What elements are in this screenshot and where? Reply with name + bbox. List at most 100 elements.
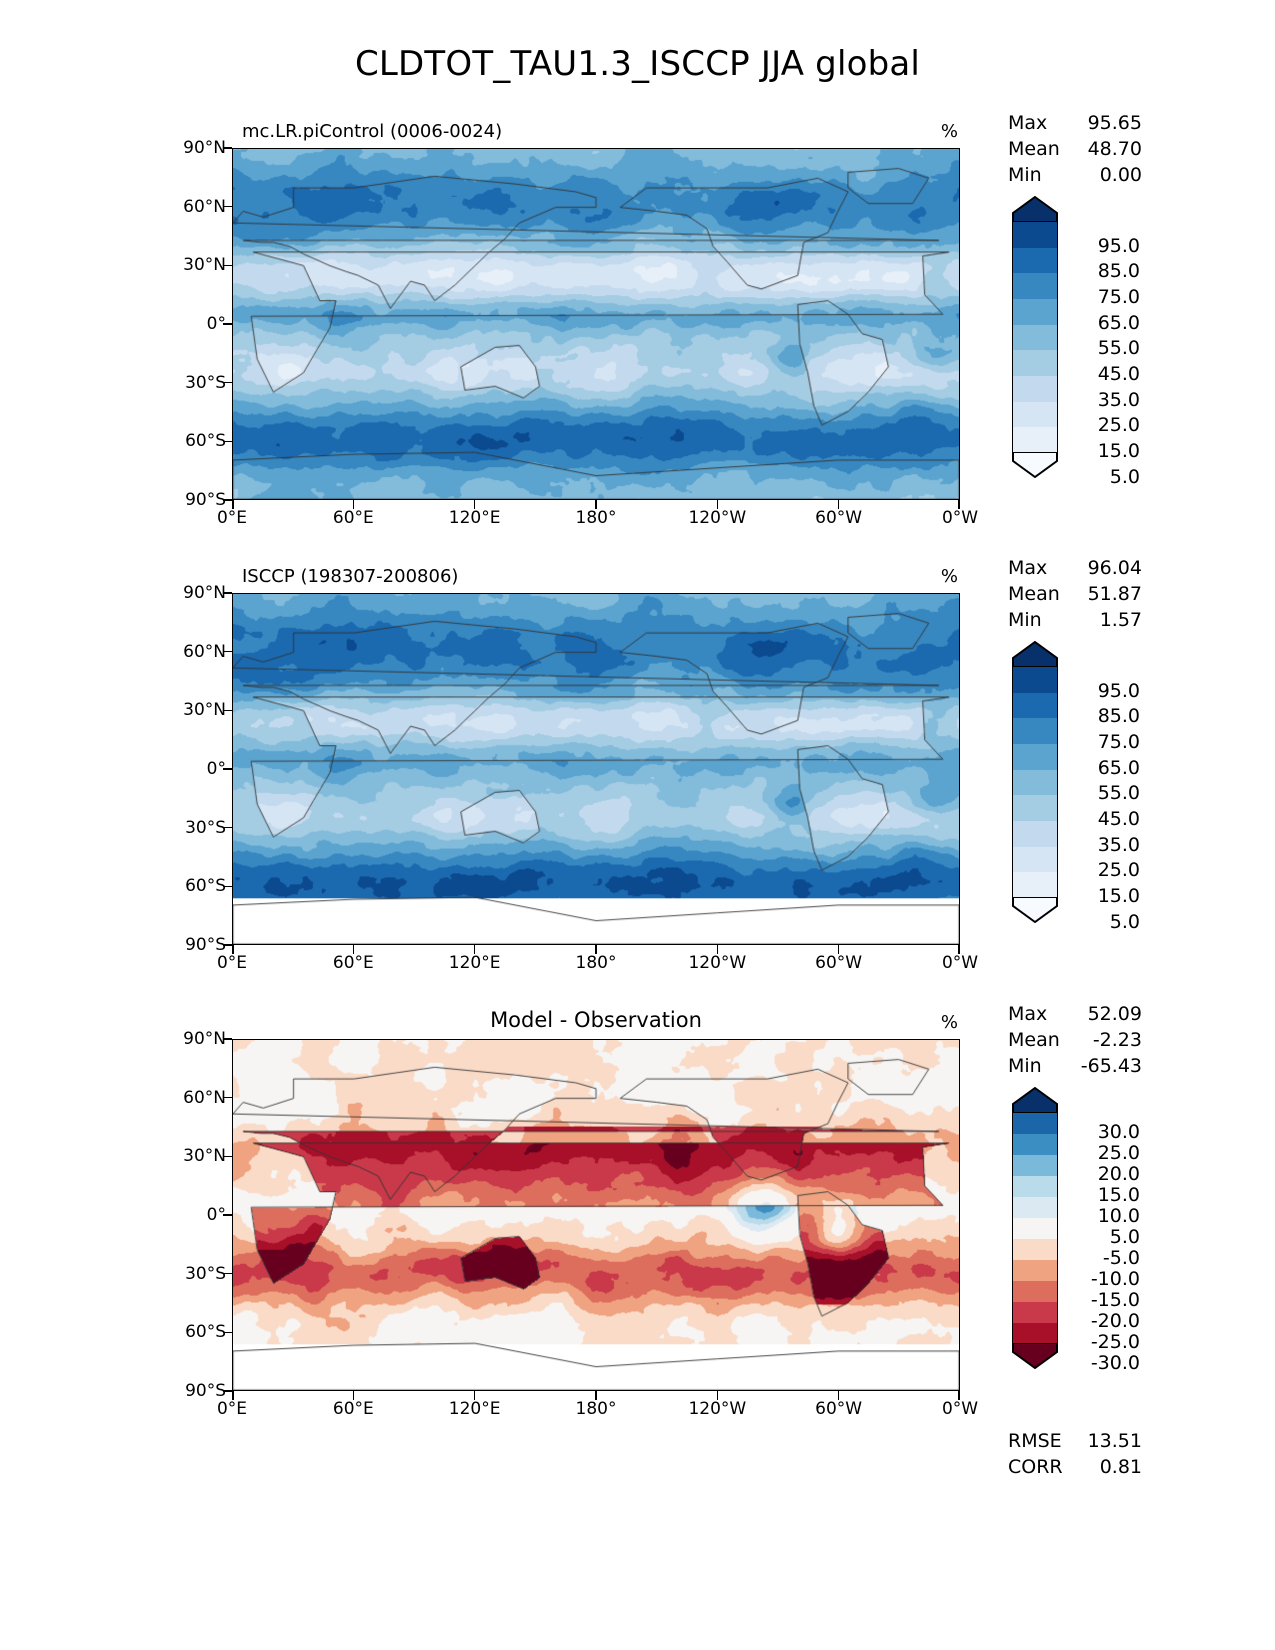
stat-row: Mean 48.70 bbox=[1008, 136, 1142, 162]
x-tick-mark bbox=[352, 1391, 355, 1400]
y-tick-mark bbox=[223, 885, 232, 888]
colorbar-segment bbox=[1012, 743, 1058, 770]
x-tick-label: 120°E bbox=[448, 508, 501, 528]
x-tick-mark bbox=[352, 945, 355, 954]
y-tick-mark bbox=[223, 1272, 232, 1275]
x-tick-mark bbox=[958, 945, 960, 954]
panel-difference-label: Model - Observation bbox=[490, 1008, 702, 1032]
y-tick-mark bbox=[223, 264, 232, 267]
colorbar-segment bbox=[1012, 1218, 1058, 1239]
y-tick-label: 90°N bbox=[183, 138, 226, 158]
x-tick-mark bbox=[837, 500, 840, 509]
y-tick-label: 60°N bbox=[183, 1087, 226, 1108]
colorbar-segment bbox=[1012, 1239, 1058, 1260]
skill-scores-difference: RMSE 13.51 CORR 0.81 bbox=[1008, 1428, 1142, 1480]
x-tick-label: 180° bbox=[575, 508, 617, 528]
stat-row: Max 52.09 bbox=[1008, 1001, 1142, 1027]
colorbar-segment bbox=[1012, 350, 1058, 376]
colorbar-segment bbox=[1012, 298, 1058, 325]
colorbar-tick-label: 15.0 bbox=[1097, 1184, 1140, 1206]
y-tick-mark bbox=[223, 826, 232, 829]
stat-value: 51.87 bbox=[1087, 583, 1142, 605]
colorbar-tick-label: 45.0 bbox=[1097, 363, 1140, 385]
colorbar-tick-label: 25.0 bbox=[1097, 859, 1140, 882]
colorbar-segment bbox=[1012, 427, 1058, 453]
stat-key: Mean bbox=[1008, 138, 1060, 160]
panel-difference-units: % bbox=[940, 1012, 958, 1033]
colorbar-tick-label: -15.0 bbox=[1090, 1289, 1140, 1311]
x-tick-label: 0°W bbox=[941, 953, 979, 973]
x-tick-mark bbox=[716, 945, 719, 954]
y-tick-mark bbox=[223, 1155, 232, 1158]
colorbar-tick-label: 55.0 bbox=[1097, 337, 1140, 360]
x-tick-mark bbox=[473, 500, 476, 509]
colorbar-segment bbox=[1012, 1302, 1058, 1323]
score-row: CORR 0.81 bbox=[1008, 1454, 1142, 1480]
x-tick-label: 0°W bbox=[941, 508, 979, 528]
x-tick-mark bbox=[837, 945, 840, 954]
x-tick-mark bbox=[352, 500, 355, 509]
y-tick-label: 90°S bbox=[185, 490, 226, 510]
stat-value: 48.70 bbox=[1087, 138, 1142, 160]
y-tick-mark bbox=[223, 1038, 232, 1040]
score-key: CORR bbox=[1008, 1456, 1063, 1478]
x-tick-label: 0°E bbox=[216, 953, 248, 973]
y-tick-label: 60°S bbox=[185, 876, 226, 897]
y-tick-mark bbox=[223, 650, 232, 653]
colorbar-segment bbox=[1012, 247, 1058, 274]
colorbar-tick-label: -20.0 bbox=[1090, 1310, 1140, 1332]
y-tick-label: 90°N bbox=[183, 1029, 226, 1049]
colorbar-tick-label: 15.0 bbox=[1097, 885, 1140, 907]
stat-key: Mean bbox=[1008, 1029, 1060, 1051]
x-tick-label: 120°W bbox=[688, 953, 747, 973]
stats-observation: Max 96.04 Mean 51.87 Min 1.57 bbox=[1008, 555, 1142, 633]
y-tick-label: 30°N bbox=[183, 255, 226, 276]
score-value: 0.81 bbox=[1099, 1456, 1142, 1478]
stats-difference: Max 52.09 Mean -2.23 Min -65.43 bbox=[1008, 1001, 1142, 1079]
stat-value: -2.23 bbox=[1092, 1029, 1142, 1051]
colorbar-segment bbox=[1012, 692, 1058, 719]
colorbar-segment bbox=[1012, 222, 1058, 248]
y-tick-label: 90°N bbox=[183, 583, 226, 603]
colorbar-tick-label: 75.0 bbox=[1097, 731, 1140, 753]
y-tick-mark bbox=[223, 205, 232, 208]
y-tick-mark bbox=[223, 944, 232, 946]
map-plot-observation bbox=[232, 593, 960, 945]
colorbar-extend-min bbox=[1012, 1342, 1058, 1370]
colorbar-gradient bbox=[1012, 1113, 1058, 1344]
colorbar-extend-max bbox=[1012, 640, 1058, 668]
y-tick-mark bbox=[223, 768, 232, 770]
colorbar-tick-label: 55.0 bbox=[1097, 782, 1140, 805]
y-tick-mark bbox=[223, 592, 232, 594]
x-tick-mark bbox=[232, 500, 234, 509]
map-plot-model bbox=[232, 148, 960, 500]
stat-value: 0.00 bbox=[1099, 164, 1142, 186]
x-tick-label: 60°W bbox=[815, 508, 863, 528]
y-tick-label: 30°S bbox=[185, 372, 226, 393]
stat-row: Max 95.65 bbox=[1008, 110, 1142, 136]
colorbar-tick-label: 95.0 bbox=[1097, 679, 1140, 702]
stat-key: Max bbox=[1008, 557, 1048, 579]
stat-row: Mean -2.23 bbox=[1008, 1027, 1142, 1053]
colorbar-tick-label: 25.0 bbox=[1097, 414, 1140, 437]
panel-observation-units: % bbox=[940, 566, 958, 587]
panel-model-units: % bbox=[940, 121, 958, 142]
x-tick-label: 120°W bbox=[688, 1399, 747, 1419]
y-tick-mark bbox=[223, 440, 232, 443]
colorbar-segment bbox=[1012, 1113, 1058, 1134]
colorbar-tick-label: 35.0 bbox=[1097, 833, 1140, 856]
colorbar-segment bbox=[1012, 401, 1058, 428]
x-tick-mark bbox=[473, 1391, 476, 1400]
score-row: RMSE 13.51 bbox=[1008, 1428, 1142, 1454]
stat-key: Max bbox=[1008, 1003, 1048, 1025]
colorbar-segment bbox=[1012, 1197, 1058, 1218]
stat-value: 52.09 bbox=[1087, 1003, 1142, 1025]
colorbar-tick-label: 65.0 bbox=[1097, 311, 1140, 334]
stat-row: Min 1.57 bbox=[1008, 607, 1142, 633]
colorbar-segment bbox=[1012, 375, 1058, 402]
colorbar-tick-label: 75.0 bbox=[1097, 286, 1140, 308]
y-tick-label: 60°S bbox=[185, 431, 226, 452]
y-tick-label: 30°S bbox=[185, 1263, 226, 1284]
stat-value: 1.57 bbox=[1099, 609, 1142, 631]
y-tick-mark bbox=[223, 1096, 232, 1099]
